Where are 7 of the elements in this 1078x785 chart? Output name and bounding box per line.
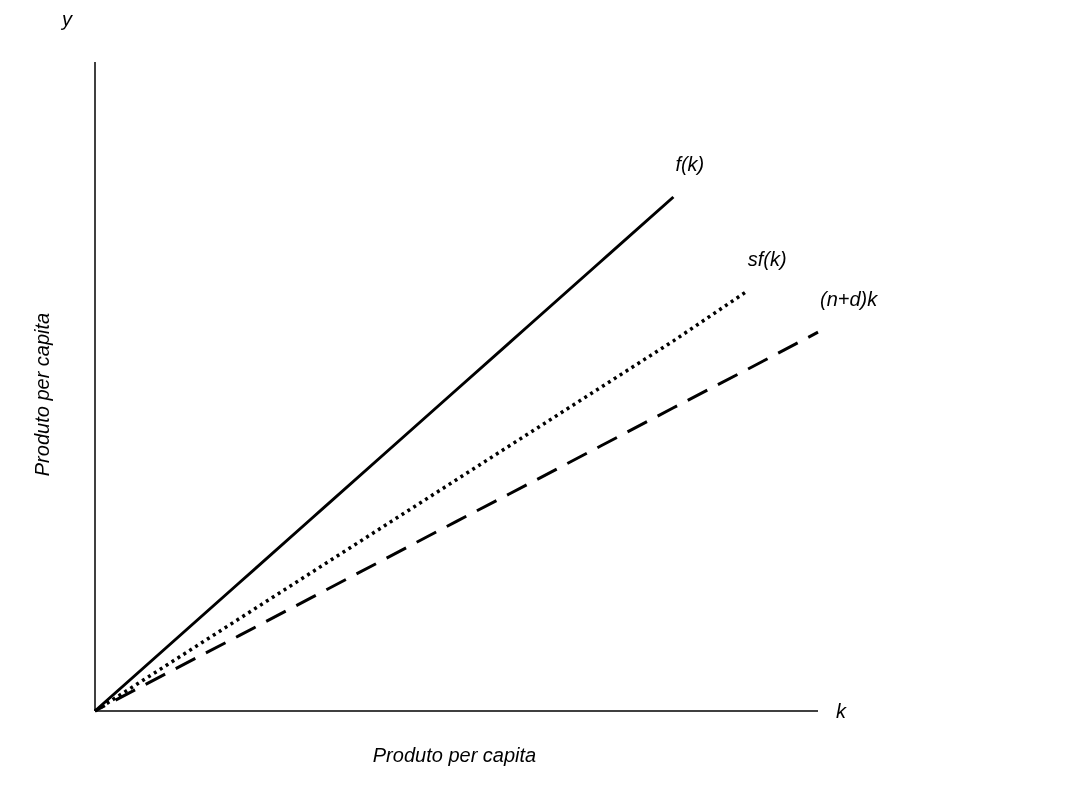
text: k [836, 700, 847, 722]
y-axis-title: Produto per capita [31, 312, 53, 477]
series-label: sf(k) [747, 248, 787, 271]
series-label: f(k) [675, 153, 705, 175]
text: y [60, 8, 73, 30]
x-axis-title: Produto per capita [372, 744, 537, 766]
series-label: (n+d)k [820, 288, 879, 311]
